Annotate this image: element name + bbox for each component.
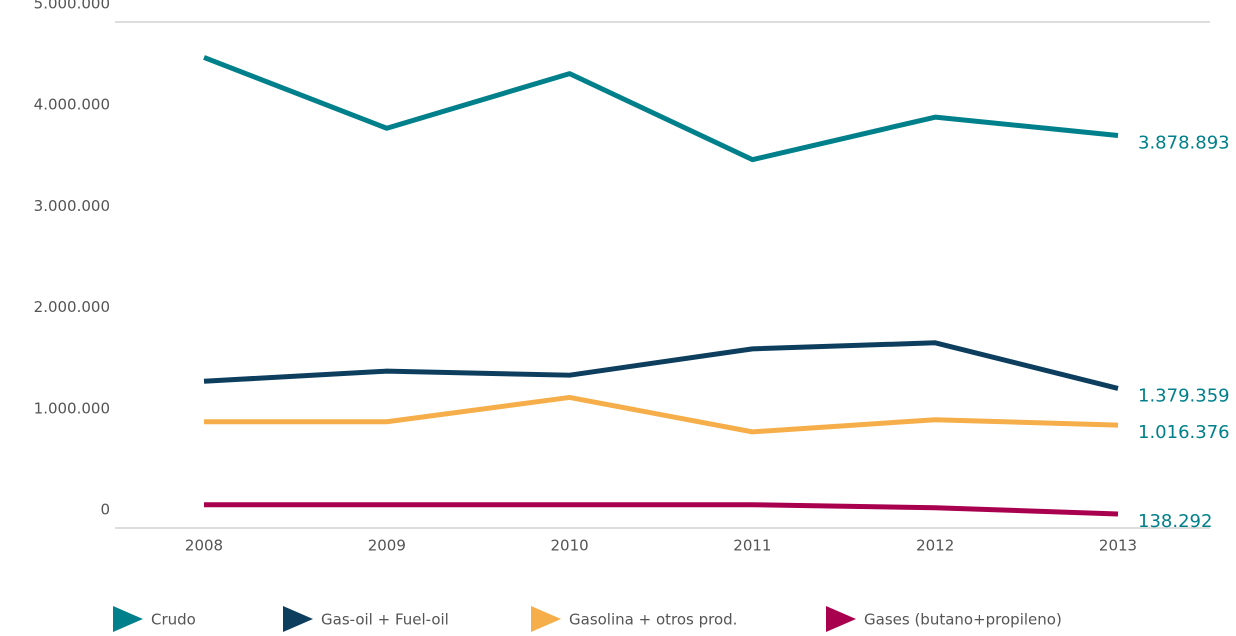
series-line bbox=[203, 340, 1119, 391]
x-tick-label: 2010 bbox=[551, 537, 589, 555]
series-line bbox=[204, 394, 1119, 435]
series-line bbox=[203, 55, 1119, 163]
y-tick-label: 0 bbox=[100, 501, 110, 519]
legend-marker bbox=[113, 606, 143, 632]
legend-label: Gases (butano+propileno) bbox=[864, 611, 1062, 629]
value-label: 1.379.359 bbox=[1138, 385, 1230, 406]
legend-marker bbox=[531, 606, 561, 632]
x-tick-label: 2009 bbox=[368, 537, 406, 555]
legend-label: Gasolina + otros prod. bbox=[569, 611, 737, 629]
series-line bbox=[204, 502, 1119, 517]
y-tick-label: 4.000.000 bbox=[34, 96, 110, 114]
y-tick-label: 2.000.000 bbox=[34, 298, 110, 316]
legend-label: Crudo bbox=[151, 611, 196, 629]
legend-label: Gas-oil + Fuel-oil bbox=[321, 611, 449, 629]
x-tick-label: 2012 bbox=[916, 537, 954, 555]
value-label: 1.016.376 bbox=[1138, 422, 1230, 443]
value-label: 3.878.893 bbox=[1138, 132, 1230, 153]
x-tick-label: 2008 bbox=[185, 537, 223, 555]
legend-marker bbox=[283, 606, 313, 632]
y-tick-label: 1.000.000 bbox=[34, 399, 110, 417]
x-tick-label: 2011 bbox=[733, 537, 771, 555]
x-tick-label: 2013 bbox=[1099, 537, 1137, 555]
y-tick-label: 3.000.000 bbox=[34, 197, 110, 215]
value-label: 138.292 bbox=[1138, 511, 1212, 532]
y-tick-label: 5.000.000 bbox=[34, 0, 110, 13]
legend-marker bbox=[826, 606, 856, 632]
